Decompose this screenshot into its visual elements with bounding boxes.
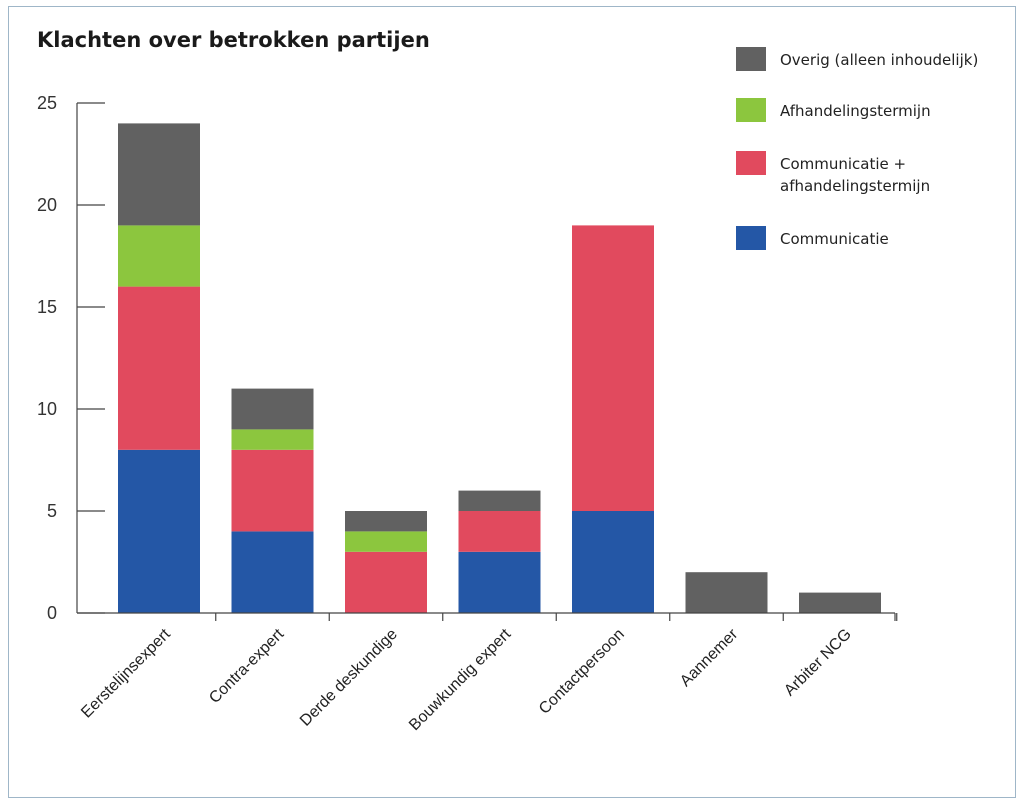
bar-derde-deskundige-afhandelingstermijn: [345, 531, 427, 552]
y-axis: 0 5 10 15 20 25: [37, 93, 105, 623]
bar-eerstelijnsexpert-overig-alleen-inhoudelijk: [118, 123, 200, 226]
legend-label-communicatie: Communicatie: [780, 230, 889, 248]
legend: Overig (alleen inhoudelijk) Afhandelingst…: [736, 47, 978, 250]
bar-eerstelijnsexpert-communicatie: [118, 449, 200, 613]
y-tick-label: 25: [37, 93, 57, 113]
y-tick-label: 10: [37, 399, 57, 419]
legend-swatch-communicatie: [736, 226, 766, 250]
y-tick-label: 5: [47, 501, 57, 521]
y-tick-label: 15: [37, 297, 57, 317]
bar-bouwkundig-expert-communicatie-afhandelingstermijn: [458, 511, 541, 552]
x-category-label: Contra-expert: [206, 625, 288, 707]
bars-group: [118, 123, 881, 613]
x-category-label: Aannemer: [677, 625, 742, 690]
bar-bouwkundig-expert-overig-alleen-inhoudelijk: [458, 490, 541, 511]
bar-contra-expert-communicatie: [231, 531, 314, 613]
bar-contactpersoon-communicatie: [572, 511, 654, 613]
bar-contra-expert-afhandelingstermijn: [231, 429, 314, 450]
bar-bouwkundig-expert-communicatie: [458, 551, 541, 613]
bar-contra-expert-overig-alleen-inhoudelijk: [231, 388, 314, 430]
y-tick-label: 20: [37, 195, 57, 215]
legend-swatch-communicatie-afhandelingstermijn: [736, 151, 766, 175]
x-category-label: Contactpersoon: [536, 626, 628, 718]
chart-frame: Klachten over betrokken partijen 0 5 10 15 2…: [8, 6, 1016, 798]
bar-eerstelijnsexpert-communicatie-afhandelingstermijn: [118, 286, 200, 450]
chart-title: Klachten over betrokken partijen: [37, 28, 430, 52]
bar-eerstelijnsexpert-afhandelingstermijn: [118, 225, 200, 287]
x-category-label: Arbiter NCG: [781, 626, 855, 700]
bar-derde-deskundige-overig-alleen-inhoudelijk: [345, 511, 427, 532]
legend-label-overig-alleen-inhoudelijk: Overig (alleen inhoudelijk): [780, 51, 978, 69]
bar-derde-deskundige-communicatie-afhandelingstermijn: [345, 551, 427, 613]
bar-contra-expert-communicatie-afhandelingstermijn: [231, 449, 314, 532]
bar-contactpersoon-communicatie-afhandelingstermijn: [572, 225, 654, 511]
bar-aannemer-overig-alleen-inhoudelijk: [685, 572, 768, 613]
x-category-label: Derde deskundige: [297, 626, 401, 730]
bar-arbiter-ncg-overig-alleen-inhoudelijk: [799, 592, 881, 613]
x-category-label: Eerstelijnsexpert: [78, 625, 174, 721]
x-category-label: Bouwkundig expert: [406, 625, 515, 734]
legend-label-communicatie-afhandelingstermijn: Communicatie + afhandelingstermijn: [780, 155, 930, 195]
stacked-bar-chart: Klachten over betrokken partijen 0 5 10 15 2…: [37, 28, 978, 734]
legend-swatch-overig-alleen-inhoudelijk: [736, 47, 766, 71]
legend-swatch-afhandelingstermijn: [736, 98, 766, 122]
legend-label-afhandelingstermijn: Afhandelingstermijn: [780, 102, 931, 120]
x-axis: Eerstelijnsexpert Contra-expert Derde desk…: [77, 612, 898, 734]
y-tick-label: 0: [47, 603, 57, 623]
